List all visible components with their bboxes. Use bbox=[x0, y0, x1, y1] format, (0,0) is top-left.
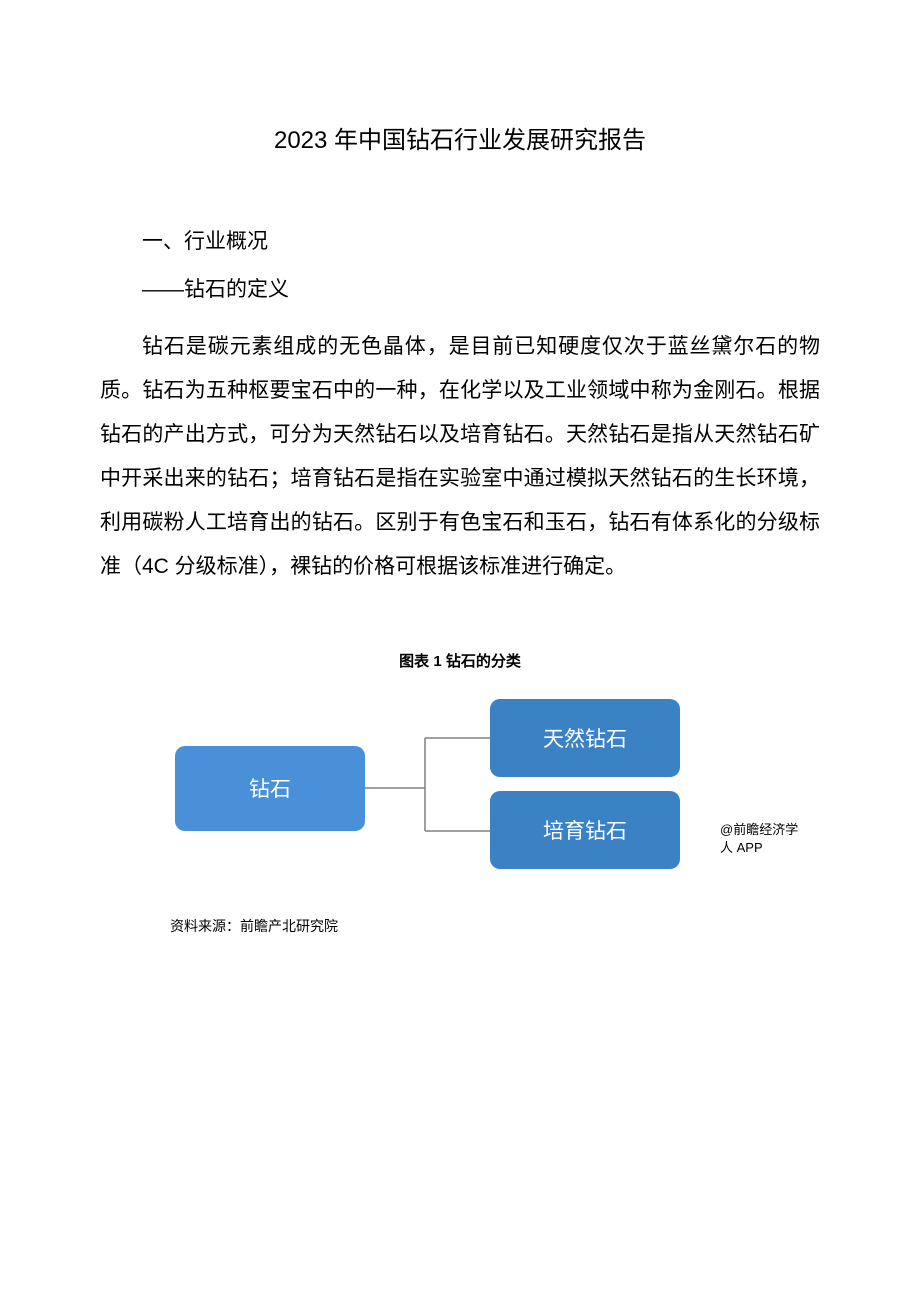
classification-diagram: 钻石 天然钻石 培育钻石 @前瞻经济学人 APP bbox=[100, 691, 820, 891]
watermark-label: @前瞻经济学人 APP bbox=[720, 821, 810, 857]
body-paragraph: 钻石是碳元素组成的无色晶体，是目前已知硬度仅次于蓝丝黛尔石的物质。钻石为五种枢要… bbox=[100, 325, 820, 590]
source-attribution: 资料来源：前瞻产北研究院 bbox=[170, 916, 820, 936]
section-heading: 一、行业概况 bbox=[100, 225, 820, 255]
sub-heading: ——钻石的定义 bbox=[100, 273, 820, 303]
diagram-root-label: 钻石 bbox=[249, 773, 291, 803]
diagram-child-label-2: 培育钻石 bbox=[543, 815, 627, 845]
document-title: 2023 年中国钻石行业发展研究报告 bbox=[100, 120, 820, 155]
figure-caption: 图表 1 钻石的分类 bbox=[100, 650, 820, 671]
diagram-child-label-1: 天然钻石 bbox=[543, 723, 627, 753]
diagram-child-node-1: 天然钻石 bbox=[490, 699, 680, 777]
diagram-child-node-2: 培育钻石 bbox=[490, 791, 680, 869]
diagram-root-node: 钻石 bbox=[175, 746, 365, 831]
